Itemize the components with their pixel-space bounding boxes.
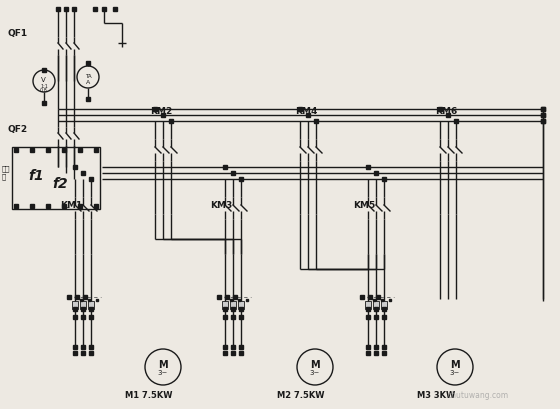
- Bar: [373, 301, 379, 309]
- Text: chutuwang.com: chutuwang.com: [447, 390, 508, 399]
- Bar: [222, 301, 228, 309]
- Bar: [88, 301, 94, 309]
- Bar: [238, 301, 244, 309]
- Text: KM2: KM2: [150, 107, 172, 116]
- Bar: [80, 301, 86, 309]
- Text: M: M: [158, 359, 168, 369]
- Text: V: V: [41, 77, 45, 83]
- Text: KM6: KM6: [435, 107, 458, 116]
- Text: TA: TA: [85, 73, 91, 78]
- Text: 3~: 3~: [310, 369, 320, 375]
- Text: KM3: KM3: [210, 200, 232, 209]
- Text: 1:1: 1:1: [40, 83, 48, 88]
- Bar: [365, 301, 371, 309]
- Text: KM1: KM1: [60, 200, 82, 209]
- Text: KM5: KM5: [353, 200, 375, 209]
- Text: M: M: [450, 359, 460, 369]
- Text: KM4: KM4: [295, 107, 318, 116]
- Text: 0.8: 0.8: [40, 87, 48, 92]
- Text: M1 7.5KW: M1 7.5KW: [125, 390, 172, 399]
- Bar: [381, 301, 387, 309]
- Bar: [230, 301, 236, 309]
- Bar: [72, 301, 78, 309]
- Text: QF2: QF2: [8, 125, 28, 134]
- Text: QF1: QF1: [8, 29, 28, 38]
- Text: 器: 器: [2, 173, 6, 179]
- Text: 3~: 3~: [450, 369, 460, 375]
- Text: 变频: 变频: [2, 164, 11, 171]
- Text: 3~: 3~: [158, 369, 168, 375]
- Text: f1: f1: [28, 169, 44, 182]
- Text: f2: f2: [52, 177, 68, 191]
- Text: A: A: [86, 79, 90, 84]
- Bar: [12, 148, 100, 209]
- Text: M3 3KW: M3 3KW: [417, 390, 455, 399]
- Text: M2 7.5KW: M2 7.5KW: [277, 390, 324, 399]
- Text: M: M: [310, 359, 320, 369]
